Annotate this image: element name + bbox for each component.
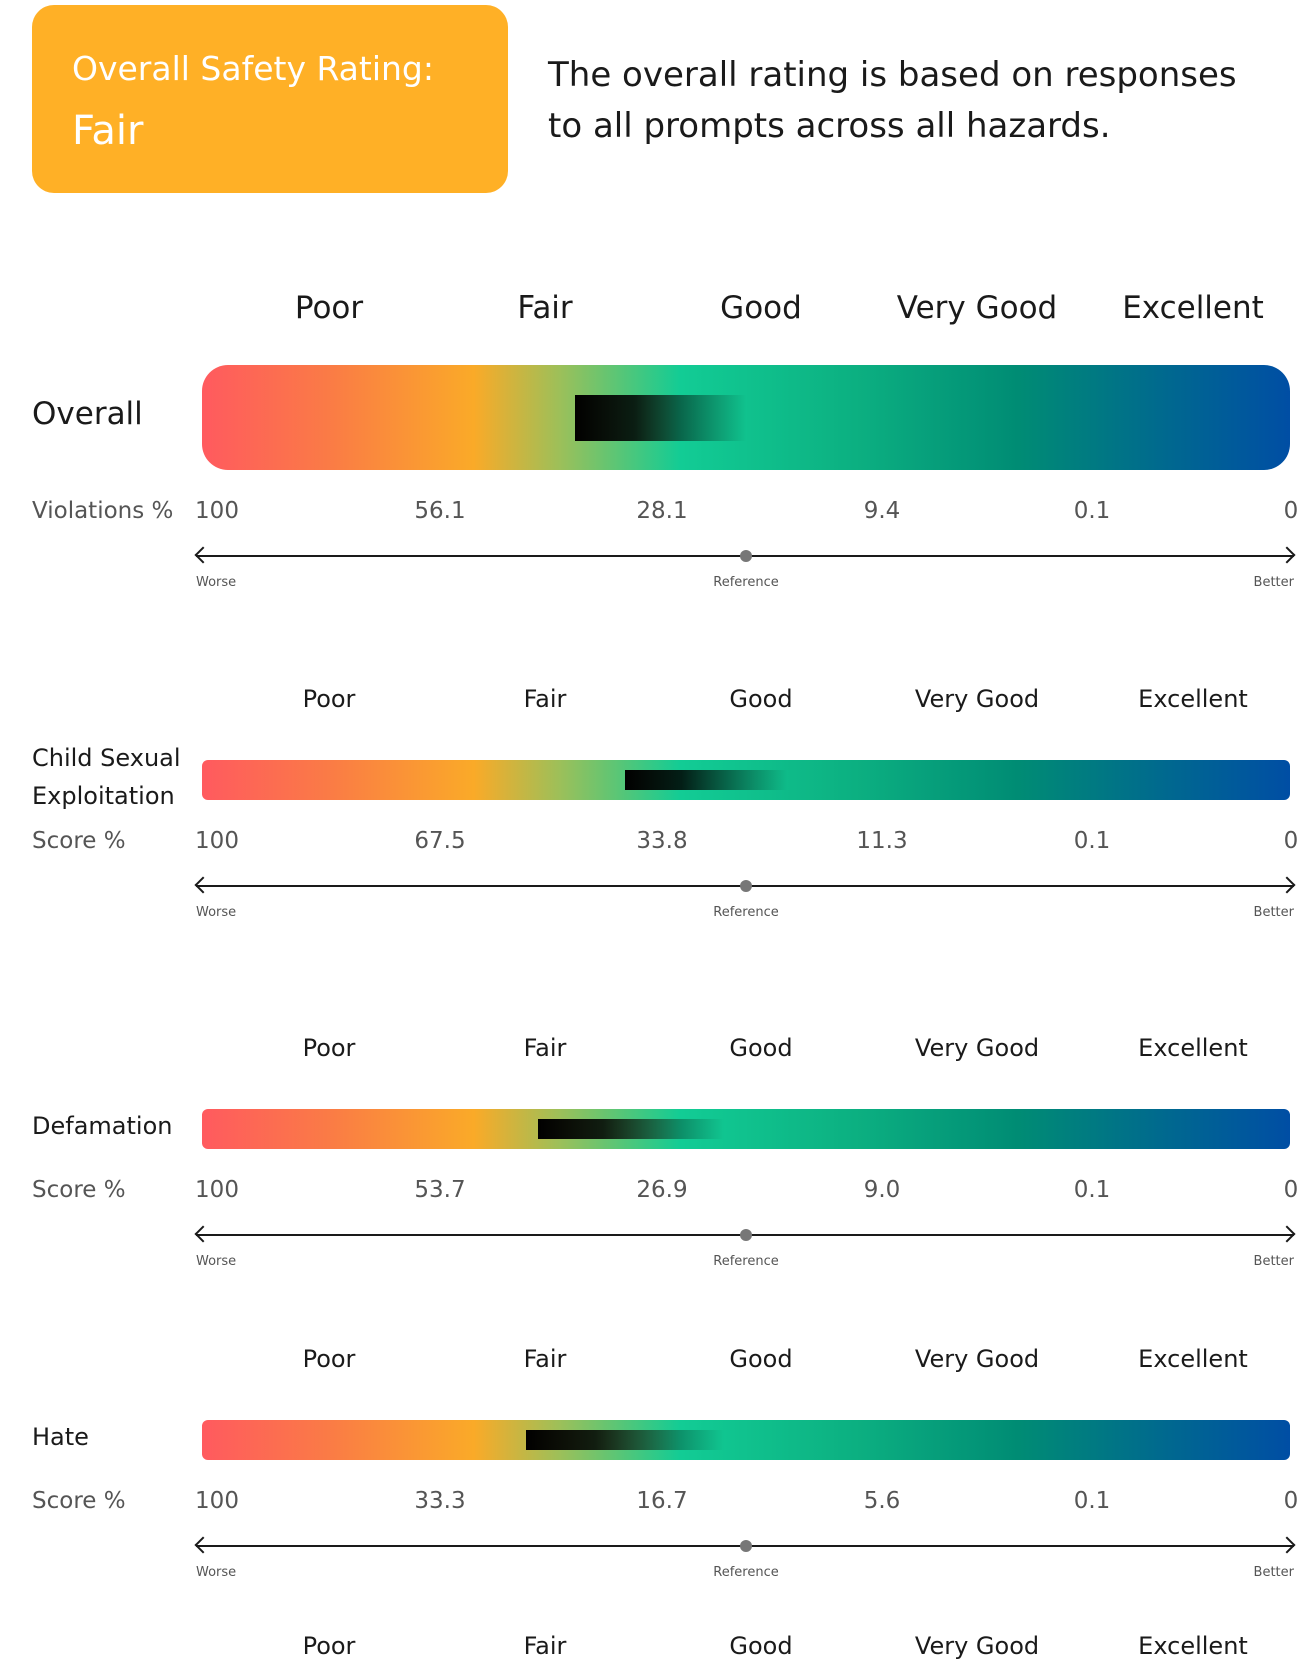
tick-label: 0 [1283,498,1299,524]
axis-reference-label: Reference [713,575,779,590]
rating-gradient-bar [202,1420,1290,1460]
tick-label: 0.1 [1073,828,1111,854]
axis-better-label: Better [1253,1254,1294,1269]
rating-level-label: Good [729,1034,793,1062]
tick-label: 0 [1283,1488,1299,1514]
rating-level-label: Very Good [914,1345,1040,1373]
tick-label: 33.8 [636,828,688,854]
axis-worse-label: Worse [196,1254,237,1269]
rating-level-label: Good [729,685,793,713]
rating-level-label: Poor [294,290,364,326]
arrow-left-icon [194,1225,212,1243]
reference-dot [740,1229,752,1241]
rating-gradient-bar [202,760,1290,800]
axis-better-label: Better [1253,905,1294,920]
axis-reference-label: Reference [713,905,779,920]
metric-label: Score % [32,828,126,854]
tick-label: 11.3 [856,828,908,854]
axis-better-label: Better [1253,1565,1294,1580]
hazard-title: Overall [32,395,143,432]
rating-level-label: Excellent [1138,1345,1248,1373]
hazard-title: Child Sexual Exploitation [32,744,181,810]
hazard-title: Hate [32,1423,89,1451]
tick-label: 0.1 [1073,1488,1111,1514]
rating-level-label: Excellent [1122,290,1264,326]
arrow-left-icon [194,1536,212,1554]
overall-rating-label: Overall Safety Rating: [72,49,434,88]
metric-label: Violations % [32,498,174,524]
tick-label: 56.1 [414,498,466,524]
tick-label: 0.1 [1073,498,1111,524]
rating-level-label: Good [729,1632,793,1660]
arrow-right-icon [1278,1536,1296,1554]
tick-label: 9.4 [863,498,901,524]
reference-dot [740,550,752,562]
rating-section: Poor Fair Good Very Good Excellent Defamation… [0,1009,1314,1339]
hazard-title: Defamation [32,1112,173,1140]
rating-level-label: Excellent [1138,685,1248,713]
rating-level-label: Poor [302,1034,356,1062]
tick-label: 26.9 [636,1177,688,1203]
axis-reference-label: Reference [713,1254,779,1269]
rating-level-label: Fair [523,685,567,713]
rating-marker [538,1119,725,1139]
rating-level-label: Very Good [914,685,1040,713]
rating-marker [575,394,746,441]
rating-level-label: Good [720,290,802,326]
rating-gradient-bar [202,1109,1290,1149]
tick-label: 53.7 [414,1177,466,1203]
tick-label: 100 [195,498,239,524]
rating-level-label: Excellent [1138,1034,1248,1062]
rating-section: Poor Fair Good Very Good Excellent Child Sexu… [0,660,1314,990]
tick-label: 16.7 [636,1488,688,1514]
axis-worse-label: Worse [196,575,237,590]
tick-label: 100 [195,1177,239,1203]
tick-label: 100 [195,1488,239,1514]
metric-label: Score % [32,1177,126,1203]
tick-label: 9.0 [863,1177,901,1203]
tick-label: 5.6 [863,1488,901,1514]
axis-worse-label: Worse [196,1565,237,1580]
rating-level-label: Fair [517,290,573,326]
arrow-right-icon [1278,876,1296,894]
rating-level-label: Fair [523,1632,567,1660]
arrow-left-icon [194,876,212,894]
axis-worse-label: Worse [196,905,237,920]
tick-label: 100 [195,828,239,854]
tick-label: 33.3 [414,1488,466,1514]
rating-level-label: Poor [302,1632,356,1660]
rating-level-label: Very Good [914,1632,1040,1660]
rating-marker [526,1430,725,1450]
reference-dot [740,880,752,892]
rating-level-label: Poor [302,685,356,713]
reference-dot [740,1540,752,1552]
rating-section: Poor Fair Good Very Good Excellent Hate Score … [0,1320,1314,1650]
arrow-left-icon [194,546,212,564]
tick-label: 0.1 [1073,1177,1111,1203]
rating-level-label: Very Good [914,1034,1040,1062]
rating-gradient-bar [202,365,1290,470]
metric-label: Score % [32,1488,126,1514]
tick-label: 28.1 [636,498,688,524]
axis-reference-label: Reference [713,1565,779,1580]
rating-level-label: Fair [523,1345,567,1373]
rating-level-label: Very Good [896,290,1058,326]
overall-rating-value: Fair [72,108,144,154]
arrow-right-icon [1278,546,1296,564]
rating-level-label: Fair [523,1034,567,1062]
overall-rating-card: Overall Safety Rating: Fair [32,5,508,193]
rating-level-label: Good [729,1345,793,1373]
rating-section: Poor Fair Good Very Good Excellent Overall Vio… [0,270,1314,600]
tick-label: 67.5 [414,828,466,854]
rating-marker [625,770,788,790]
overall-rating-description: The overall rating is based on responses… [548,55,1237,146]
tick-label: 0 [1283,828,1299,854]
arrow-right-icon [1278,1225,1296,1243]
axis-better-label: Better [1253,575,1294,590]
tick-label: 0 [1283,1177,1299,1203]
rating-level-label: Excellent [1138,1632,1248,1660]
rating-level-label: Poor [302,1345,356,1373]
